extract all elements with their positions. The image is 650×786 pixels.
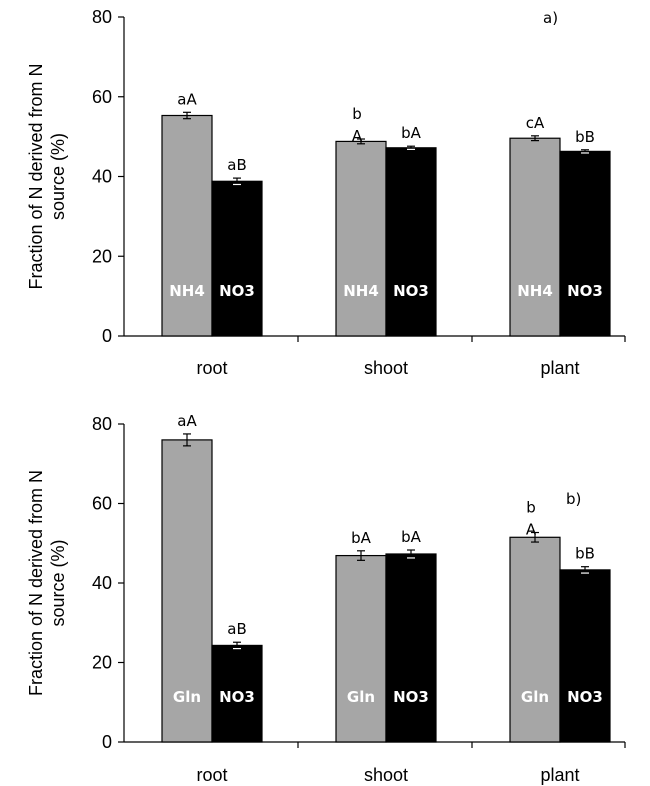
panel-b-bar-label: NO3	[393, 688, 429, 706]
panel-a-sig-letter: A	[352, 127, 363, 145]
panel-b-sig-letter: aB	[227, 620, 246, 638]
panel-a-bar-nh4-shoot	[335, 140, 387, 337]
panel-b-sig-letter: bB	[575, 545, 595, 563]
panel-a-bar-label: NH4	[517, 282, 553, 300]
panel-b-bar-label: Gln	[173, 688, 201, 706]
panel-b-bar-label: Gln	[347, 688, 375, 706]
panel-b-bar-label: NO3	[567, 688, 603, 706]
panel-a-bar-no3-shoot	[385, 147, 437, 337]
panel-a-bar-label: NO3	[567, 282, 603, 300]
panel-b-bar-gln-plant	[509, 536, 561, 743]
panel-b-y-tick-label: 20	[92, 653, 112, 673]
panel-a-category-label: root	[196, 358, 227, 378]
panel-b-sig-letter: bA	[351, 529, 372, 547]
panel-a-sig-letter: bA	[401, 124, 422, 142]
panel-b-y-axis-label-line: source (%)	[48, 539, 68, 626]
panel-b-sig-letter: b	[526, 499, 536, 517]
panel-b-bar-gln-shoot	[335, 554, 387, 743]
panel-a-y-tick-label: 80	[92, 7, 112, 27]
panel-b-y-axis-label-line: Fraction of N derived from N	[26, 470, 46, 696]
panel-b-y-tick-label: 0	[102, 732, 112, 752]
panel-a-category-label: plant	[540, 358, 579, 378]
panel-b-bar-no3-shoot	[385, 553, 437, 743]
panel-b-label: b)	[566, 490, 581, 508]
panel-b-sig-letter: aA	[177, 412, 197, 430]
panel-a-y-tick-label: 20	[92, 246, 112, 266]
panel-a-bar-label: NO3	[393, 282, 429, 300]
panel-a-bar-nh4-root	[161, 114, 213, 337]
panel-b-y-tick-label: 60	[92, 494, 112, 514]
panel-a-y-axis-label-line: Fraction of N derived from N	[26, 63, 46, 289]
panel-b-y-tick-label: 40	[92, 573, 112, 593]
panel-a-y-tick-label: 0	[102, 326, 112, 346]
panel-a-sig-letter: cA	[526, 114, 545, 132]
panel-a-bar-label: NH4	[343, 282, 379, 300]
panel-a-bar-label: NO3	[219, 282, 255, 300]
panel-a-y-axis-label-line: source (%)	[48, 133, 68, 220]
panel-a-bar-nh4-plant	[509, 137, 561, 337]
panel-a-bar-label: NH4	[169, 282, 205, 300]
panel-a-label: a)	[543, 9, 558, 27]
panel-b-bar-label: NO3	[219, 688, 255, 706]
panel-a-y-tick-label: 60	[92, 87, 112, 107]
panel-b-bar-label: Gln	[521, 688, 549, 706]
panel-a-sig-letter: aB	[227, 156, 246, 174]
panel-b-category-label: root	[196, 765, 227, 785]
panel-a-sig-letter: bB	[575, 128, 595, 146]
panel-a-bar-no3-root	[211, 180, 263, 337]
panel-a-sig-letter: aA	[177, 90, 197, 108]
panel-a-bar-no3-plant	[559, 150, 611, 337]
panel-b-sig-letter: A	[526, 521, 537, 539]
panel-b-bar-no3-plant	[559, 569, 611, 743]
panel-b-bar-gln-root	[161, 439, 213, 743]
panel-a-sig-letter: b	[352, 105, 362, 123]
panel-a-category-label: shoot	[364, 358, 408, 378]
panel-b-category-label: plant	[540, 765, 579, 785]
panel-b-category-label: shoot	[364, 765, 408, 785]
panel-b-y-tick-label: 80	[92, 414, 112, 434]
panel-b-sig-letter: bA	[401, 528, 422, 546]
panel-a-y-tick-label: 40	[92, 167, 112, 187]
panel-b-bar-no3-root	[211, 644, 263, 743]
